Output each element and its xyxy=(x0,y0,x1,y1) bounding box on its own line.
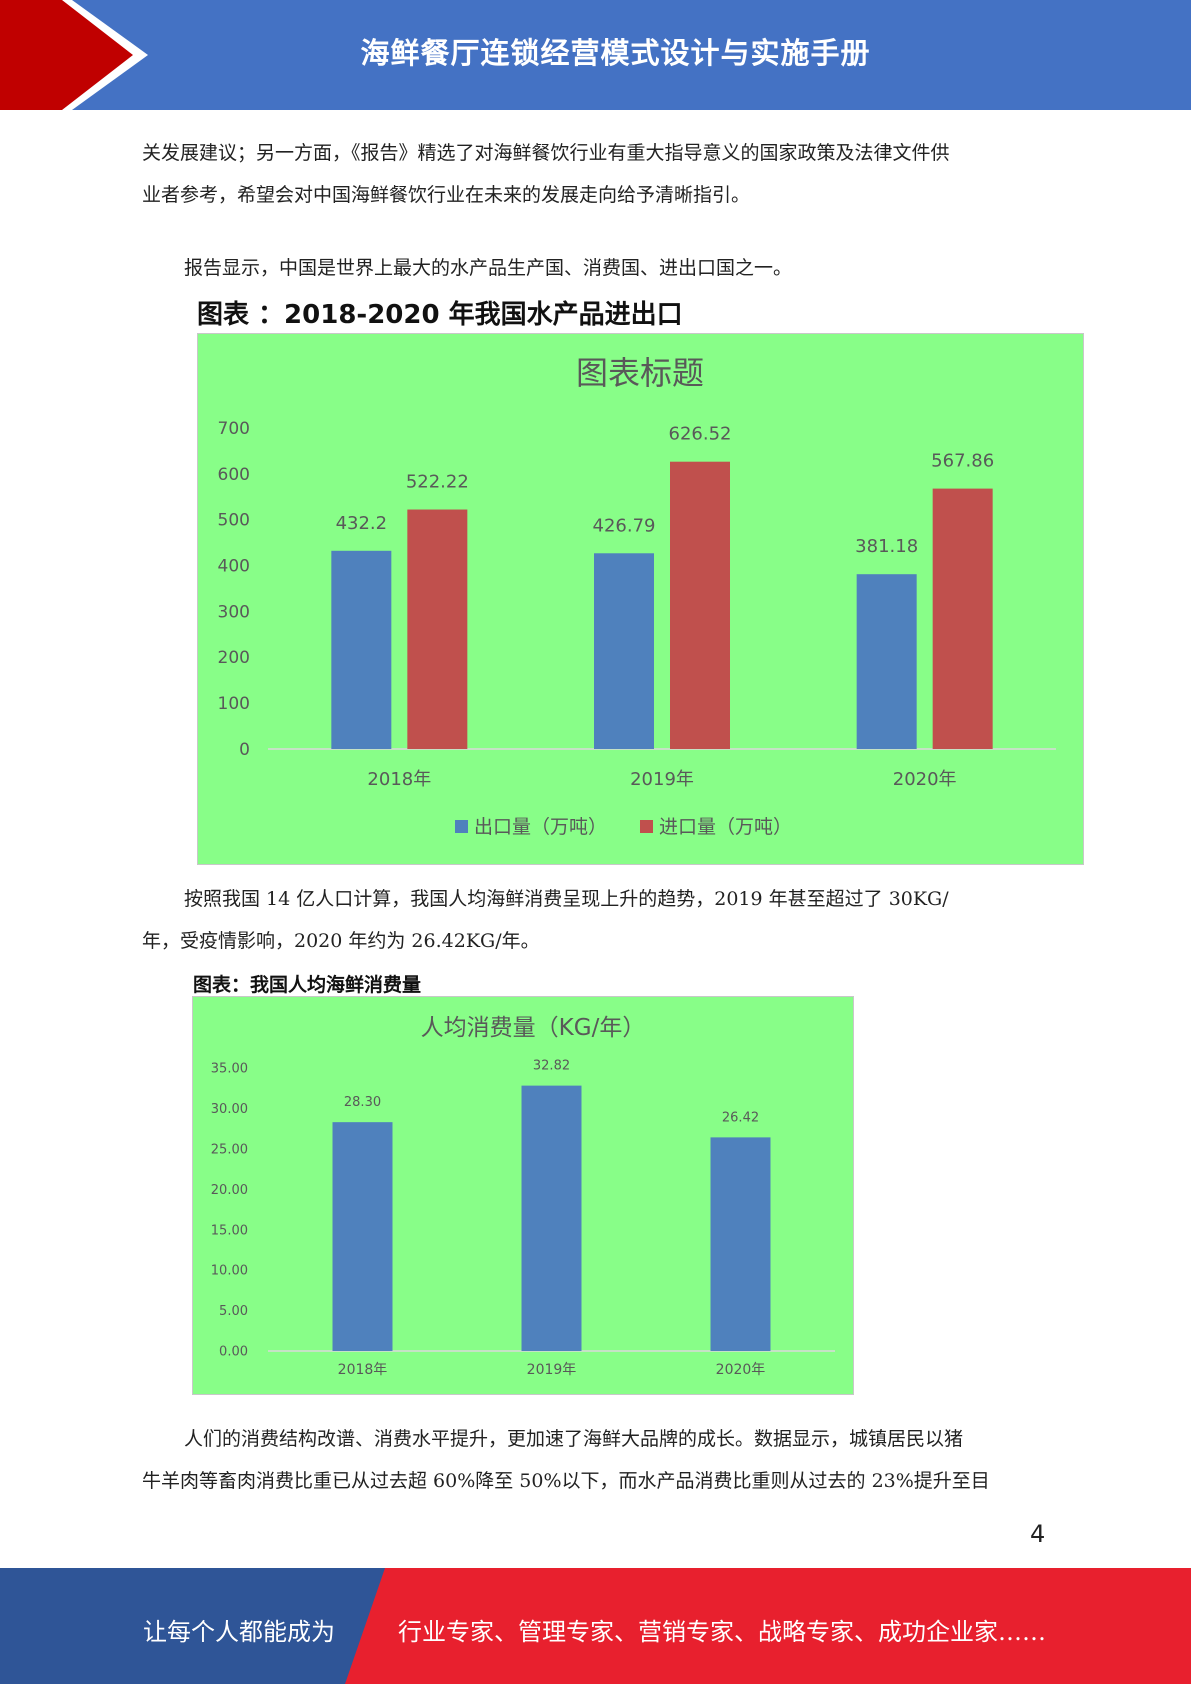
data-label: 626.52 xyxy=(669,424,732,445)
y-tick-label: 0.00 xyxy=(219,1345,248,1360)
x-tick-label: 2018年 xyxy=(338,1362,388,1378)
paragraph-line: 按照我国 14 亿人口计算，我国人均海鲜消费呈现上升的趋势，2019 年甚至超过… xyxy=(184,888,949,910)
legend-label: 出口量（万吨） xyxy=(474,816,607,838)
footer-roles: 行业专家、管理专家、营销专家、战略专家、成功企业家…… xyxy=(398,1618,1046,1646)
x-tick-label: 2020年 xyxy=(893,769,957,790)
y-tick-label: 500 xyxy=(218,511,250,531)
footer-background xyxy=(0,1568,1191,1684)
chart-per-capita: 人均消费量（KG/年） 0.00 5.00 10.00 15.00 20.00 25.00 3… xyxy=(192,996,854,1395)
bar xyxy=(932,488,993,749)
paragraph-consumption: 人们的消费结构改谱、消费水平提升，更加速了海鲜大品牌的成长。数据显示，城镇居民以… xyxy=(142,1418,1062,1502)
chart1-caption: 图表 ：2018-2020 年我国水产品进出口 xyxy=(197,300,683,330)
paragraph-line: 年，受疫情影响，2020 年约为 26.42KG/年。 xyxy=(142,930,540,952)
bar xyxy=(521,1085,582,1351)
footer-slogan: 让每个人都能成为 xyxy=(143,1618,335,1646)
data-label: 522.22 xyxy=(406,472,469,493)
paragraph-report: 报告显示，中国是世界上最大的水产品生产国、消费国、进出口国之一。 xyxy=(142,247,1062,289)
legend-swatch xyxy=(640,820,653,833)
chart1-svg: 图表标题 0 100 200 300 400 500 600 700 432.2 522.22 201… xyxy=(218,354,1056,838)
data-label: 32.82 xyxy=(533,1059,570,1074)
chart-import-export: 图表标题 0 100 200 300 400 500 600 700 432.2 522.22 201… xyxy=(197,333,1084,865)
paragraph-line: 关发展建议；另一方面，《报告》精选了对海鲜餐饮行业有重大指导意义的国家政策及法律… xyxy=(142,142,950,164)
y-tick-label: 100 xyxy=(218,694,250,714)
y-tick-label: 200 xyxy=(218,648,250,668)
y-tick-label: 5.00 xyxy=(219,1304,248,1319)
chart2-svg: 人均消费量（KG/年） 0.00 5.00 10.00 15.00 20.00 25.00 3… xyxy=(211,1015,835,1378)
bar xyxy=(594,553,654,749)
y-tick-label: 400 xyxy=(218,557,250,577)
chart-title: 图表标题 xyxy=(576,354,704,392)
x-tick-label: 2020年 xyxy=(716,1362,766,1378)
bar xyxy=(332,1122,393,1351)
paragraph-line: 人们的消费结构改谱、消费水平提升，更加速了海鲜大品牌的成长。数据显示，城镇居民以… xyxy=(184,1428,964,1450)
legend-label: 进口量（万吨） xyxy=(659,816,792,838)
y-tick-label: 25.00 xyxy=(211,1142,248,1157)
paragraph-line: 业者参考，希望会对中国海鲜餐饮行业在未来的发展走向给予清晰指引。 xyxy=(142,184,751,206)
paragraph-line: 牛羊肉等畜肉消费比重已从过去超 60%降至 50%以下，而水产品消费比重则从过去… xyxy=(142,1470,990,1492)
data-label: 381.18 xyxy=(855,536,918,557)
y-tick-label: 35.00 xyxy=(211,1062,248,1077)
y-tick-label: 15.00 xyxy=(211,1223,248,1238)
footer-band: 让每个人都能成为 行业专家、管理专家、营销专家、战略专家、成功企业家…… xyxy=(0,1568,1191,1684)
data-label: 432.2 xyxy=(336,513,388,534)
y-tick-label: 600 xyxy=(218,465,250,485)
data-label: 426.79 xyxy=(593,515,656,536)
header-title: 海鲜餐厅连锁经营模式设计与实施手册 xyxy=(360,36,871,70)
bar xyxy=(670,461,730,749)
y-tick-label: 30.00 xyxy=(211,1102,248,1117)
bar xyxy=(331,550,392,749)
paragraph-line: 报告显示，中国是世界上最大的水产品生产国、消费国、进出口国之一。 xyxy=(184,257,793,279)
bar xyxy=(407,509,468,749)
y-tick-label: 20.00 xyxy=(211,1183,248,1198)
y-tick-label: 300 xyxy=(218,602,250,622)
chart2-caption: 图表：我国人均海鲜消费量 xyxy=(193,974,422,996)
paragraph-intro: 关发展建议；另一方面，《报告》精选了对海鲜餐饮行业有重大指导意义的国家政策及法律… xyxy=(142,132,1062,216)
chevron-logo xyxy=(0,0,148,110)
bar xyxy=(856,574,917,749)
bar xyxy=(710,1137,771,1351)
y-tick-label: 700 xyxy=(218,419,250,439)
page-number: 4 xyxy=(1030,1520,1046,1548)
x-tick-label: 2019年 xyxy=(630,769,694,790)
x-tick-label: 2018年 xyxy=(367,769,431,790)
legend-swatch xyxy=(455,820,468,833)
paragraph-per-capita: 按照我国 14 亿人口计算，我国人均海鲜消费呈现上升的趋势，2019 年甚至超过… xyxy=(142,878,1062,962)
x-tick-label: 2019年 xyxy=(527,1362,577,1378)
header-band: 海鲜餐厅连锁经营模式设计与实施手册 xyxy=(0,0,1191,110)
y-tick-label: 0 xyxy=(239,740,250,760)
data-label: 26.42 xyxy=(722,1110,759,1125)
data-label: 567.86 xyxy=(931,451,994,472)
y-tick-label: 10.00 xyxy=(211,1264,248,1279)
data-label: 28.30 xyxy=(344,1095,381,1110)
chart-title: 人均消费量（KG/年） xyxy=(421,1015,646,1041)
